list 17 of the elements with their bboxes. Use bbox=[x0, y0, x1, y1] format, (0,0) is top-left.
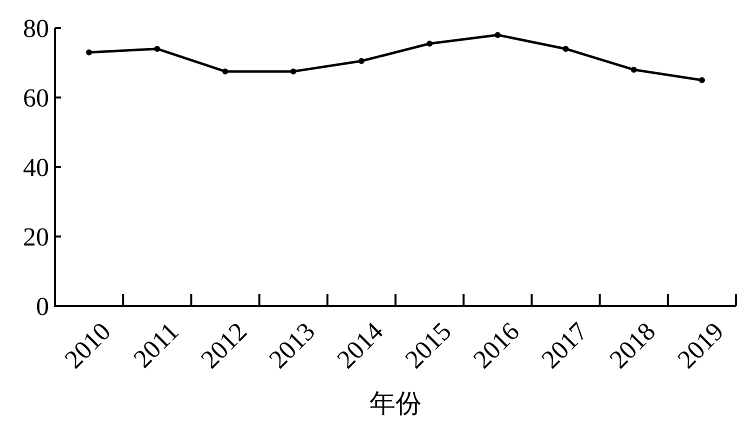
y-tick-label: 80 bbox=[23, 14, 49, 43]
x-tick-label: 2011 bbox=[128, 316, 184, 374]
point bbox=[86, 49, 92, 56]
point bbox=[494, 32, 501, 38]
x-axis-title: 年份 bbox=[370, 389, 422, 418]
y-tick-label: 20 bbox=[23, 222, 49, 252]
point bbox=[154, 46, 160, 52]
point bbox=[290, 68, 296, 74]
point bbox=[222, 68, 228, 74]
y-tick-label: 40 bbox=[23, 153, 49, 182]
y-tick-label: 60 bbox=[23, 84, 49, 112]
y-tick-label: 0 bbox=[36, 292, 49, 321]
point bbox=[358, 58, 364, 64]
point bbox=[426, 40, 433, 47]
point bbox=[698, 77, 705, 84]
point bbox=[630, 66, 637, 73]
point bbox=[562, 46, 569, 52]
